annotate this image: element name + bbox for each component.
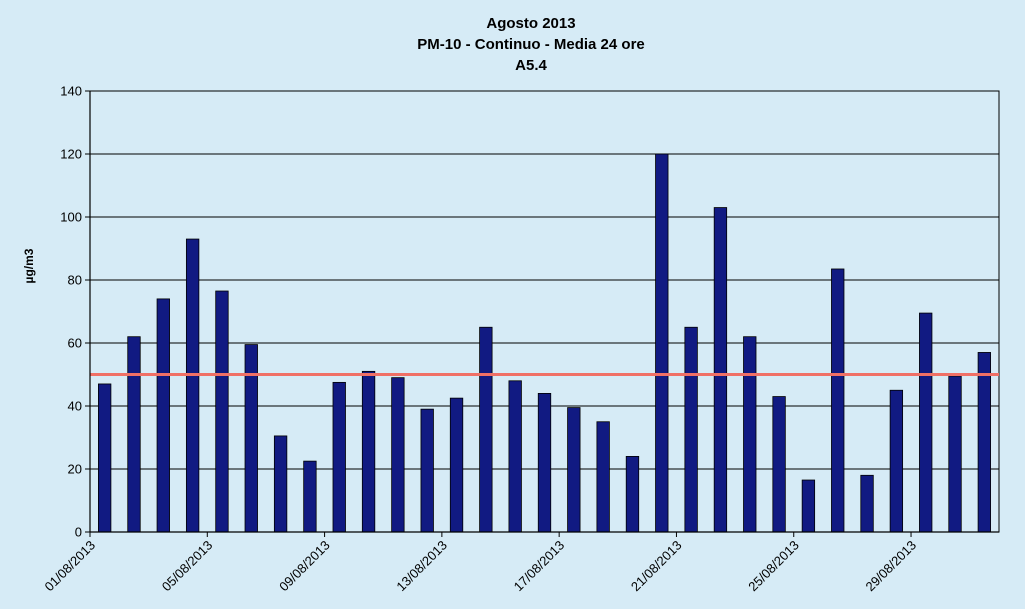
y-tick-label-140: 140 [60, 84, 82, 99]
x-tick-label-09/08/2013: 09/08/2013 [276, 538, 333, 595]
bar-14/08/2013 [479, 326, 493, 533]
bar-15/08/2013 [508, 380, 522, 533]
bar-25/08/2013 [801, 479, 816, 533]
y-tick-label-80: 80 [68, 273, 82, 288]
bar-13/08/2013 [449, 397, 464, 533]
bar-30/08/2013 [948, 375, 962, 533]
x-tick-label-21/08/2013: 21/08/2013 [628, 538, 685, 595]
bar-17/08/2013 [567, 407, 581, 533]
bar-01/08/2013 [98, 383, 112, 533]
bar-31/08/2013 [977, 352, 991, 533]
bar-28/08/2013 [889, 389, 904, 533]
bar-07/08/2013 [273, 435, 288, 533]
bar-21/08/2013 [684, 326, 698, 533]
x-tick-label-17/08/2013: 17/08/2013 [511, 538, 568, 595]
bar-27/08/2013 [860, 474, 874, 533]
chart-title-line-3: A5.4 [515, 57, 547, 74]
x-tick-label-01/08/2013: 01/08/2013 [41, 538, 98, 595]
bar-23/08/2013 [743, 336, 757, 533]
bar-12/08/2013 [420, 408, 434, 533]
x-tick-label-13/08/2013: 13/08/2013 [393, 538, 450, 595]
chart-title-line-1: Agosto 2013 [486, 15, 575, 32]
bar-20/08/2013 [655, 153, 669, 533]
bar-26/08/2013 [831, 268, 845, 533]
bar-19/08/2013 [625, 455, 640, 533]
bar-03/08/2013 [156, 298, 170, 533]
y-tick-label-20: 20 [68, 462, 82, 477]
bar-08/08/2013 [303, 460, 317, 533]
x-tick-label-25/08/2013: 25/08/2013 [745, 538, 802, 595]
bar-11/08/2013 [391, 377, 405, 533]
bar-05/08/2013 [215, 290, 229, 533]
bar-09/08/2013 [332, 381, 346, 533]
bar-layer [98, 153, 991, 533]
bar-16/08/2013 [537, 392, 552, 533]
bar-22/08/2013 [713, 207, 728, 533]
axis-layer [85, 90, 999, 537]
x-tick-label-29/08/2013: 29/08/2013 [863, 538, 920, 595]
y-tick-label-0: 0 [75, 525, 82, 540]
bar-10/08/2013 [361, 370, 376, 533]
chart-title-line-2: PM-10 - Continuo - Media 24 ore [417, 36, 645, 53]
bar-24/08/2013 [772, 396, 786, 533]
bar-18/08/2013 [596, 421, 610, 533]
x-tick-label-05/08/2013: 05/08/2013 [159, 538, 216, 595]
y-axis-label: µg/m3 [22, 248, 36, 283]
y-tick-label-60: 60 [68, 336, 82, 351]
bar-06/08/2013 [244, 344, 258, 533]
bar-04/08/2013 [185, 238, 200, 533]
bar-29/08/2013 [919, 312, 933, 533]
y-tick-label-120: 120 [60, 147, 82, 162]
bar-02/08/2013 [127, 336, 141, 533]
y-tick-label-100: 100 [60, 210, 82, 225]
y-tick-label-40: 40 [68, 399, 82, 414]
